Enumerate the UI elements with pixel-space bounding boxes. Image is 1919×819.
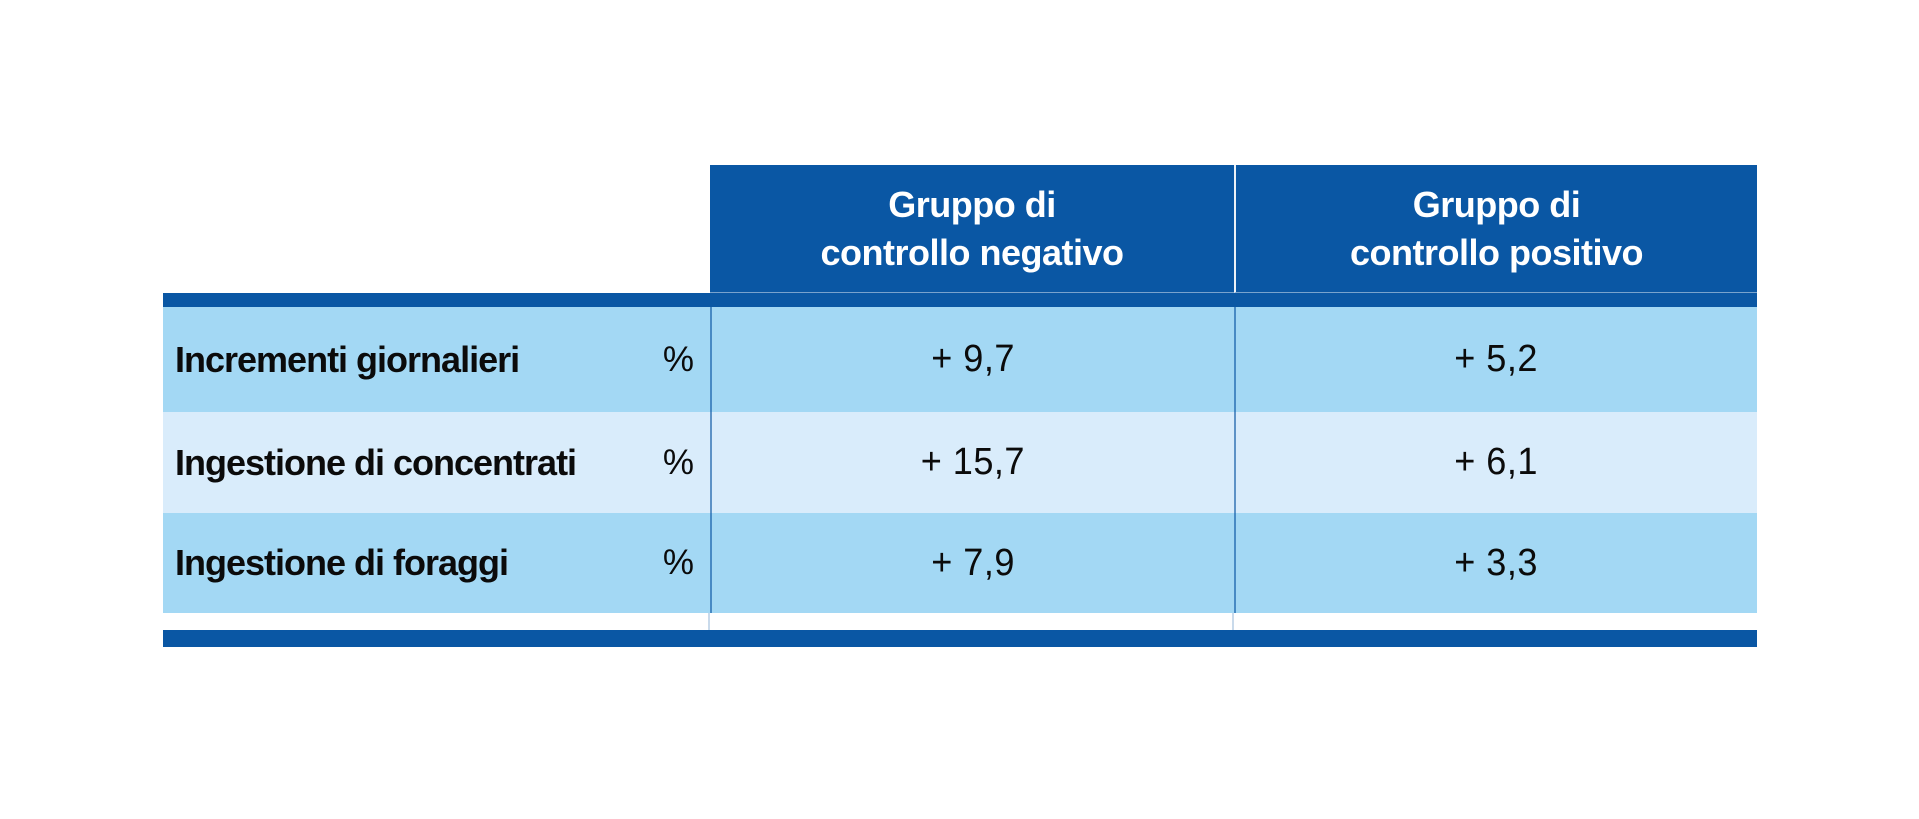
row-label: Ingestione di concentrati — [175, 441, 577, 483]
row-label-cell: Incrementi giornalieri % — [163, 307, 710, 412]
table-row-concentrate-intake: Ingestione di concentrati % + 15,7 + 6,1 — [163, 412, 1757, 513]
data-table: Gruppo di controllo negativo Gruppo di c… — [163, 165, 1757, 647]
cell-negative-control: + 9,7 — [710, 307, 1234, 412]
cell-positive-control: + 6,1 — [1234, 412, 1757, 513]
cell-value: + 9,7 — [931, 338, 1015, 380]
top-accent-bar — [163, 293, 1757, 307]
divider-tick — [708, 613, 710, 630]
row-unit: % — [662, 442, 694, 482]
divider-tick — [1232, 613, 1234, 630]
row-label: Ingestione di foraggi — [175, 542, 509, 583]
row-unit: % — [662, 339, 694, 379]
table-row-daily-gains: Incrementi giornalieri % + 9,7 + 5,2 — [163, 307, 1757, 412]
cell-value: + 5,2 — [1454, 338, 1539, 380]
column-header-positive-control: Gruppo di controllo positivo — [1234, 165, 1757, 293]
row-unit: % — [662, 543, 694, 582]
row-label-cell: Ingestione di foraggi % — [163, 513, 710, 613]
bottom-accent-bar — [163, 630, 1757, 647]
column-header-negative-control: Gruppo di controllo negativo — [710, 165, 1234, 293]
cell-value: + 6,1 — [1454, 441, 1539, 483]
cell-negative-control: + 15,7 — [710, 412, 1234, 513]
column-header-positive-label: Gruppo di controllo positivo — [1350, 183, 1644, 273]
header-spacer — [163, 165, 710, 293]
cell-value: + 7,9 — [931, 541, 1015, 584]
cell-value: + 15,7 — [920, 441, 1026, 483]
table-row-forage-intake: Ingestione di foraggi % + 7,9 + 3,3 — [163, 513, 1757, 613]
table-gap — [163, 613, 1757, 630]
cell-positive-control: + 5,2 — [1234, 307, 1757, 412]
column-header-negative-label: Gruppo di controllo negativo — [820, 183, 1124, 273]
cell-negative-control: + 7,9 — [710, 513, 1234, 613]
row-label: Incrementi giornalieri — [175, 338, 520, 380]
cell-positive-control: + 3,3 — [1234, 513, 1757, 613]
row-label-cell: Ingestione di concentrati % — [163, 412, 710, 513]
table-header-row: Gruppo di controllo negativo Gruppo di c… — [163, 165, 1757, 293]
cell-value: + 3,3 — [1454, 541, 1539, 584]
